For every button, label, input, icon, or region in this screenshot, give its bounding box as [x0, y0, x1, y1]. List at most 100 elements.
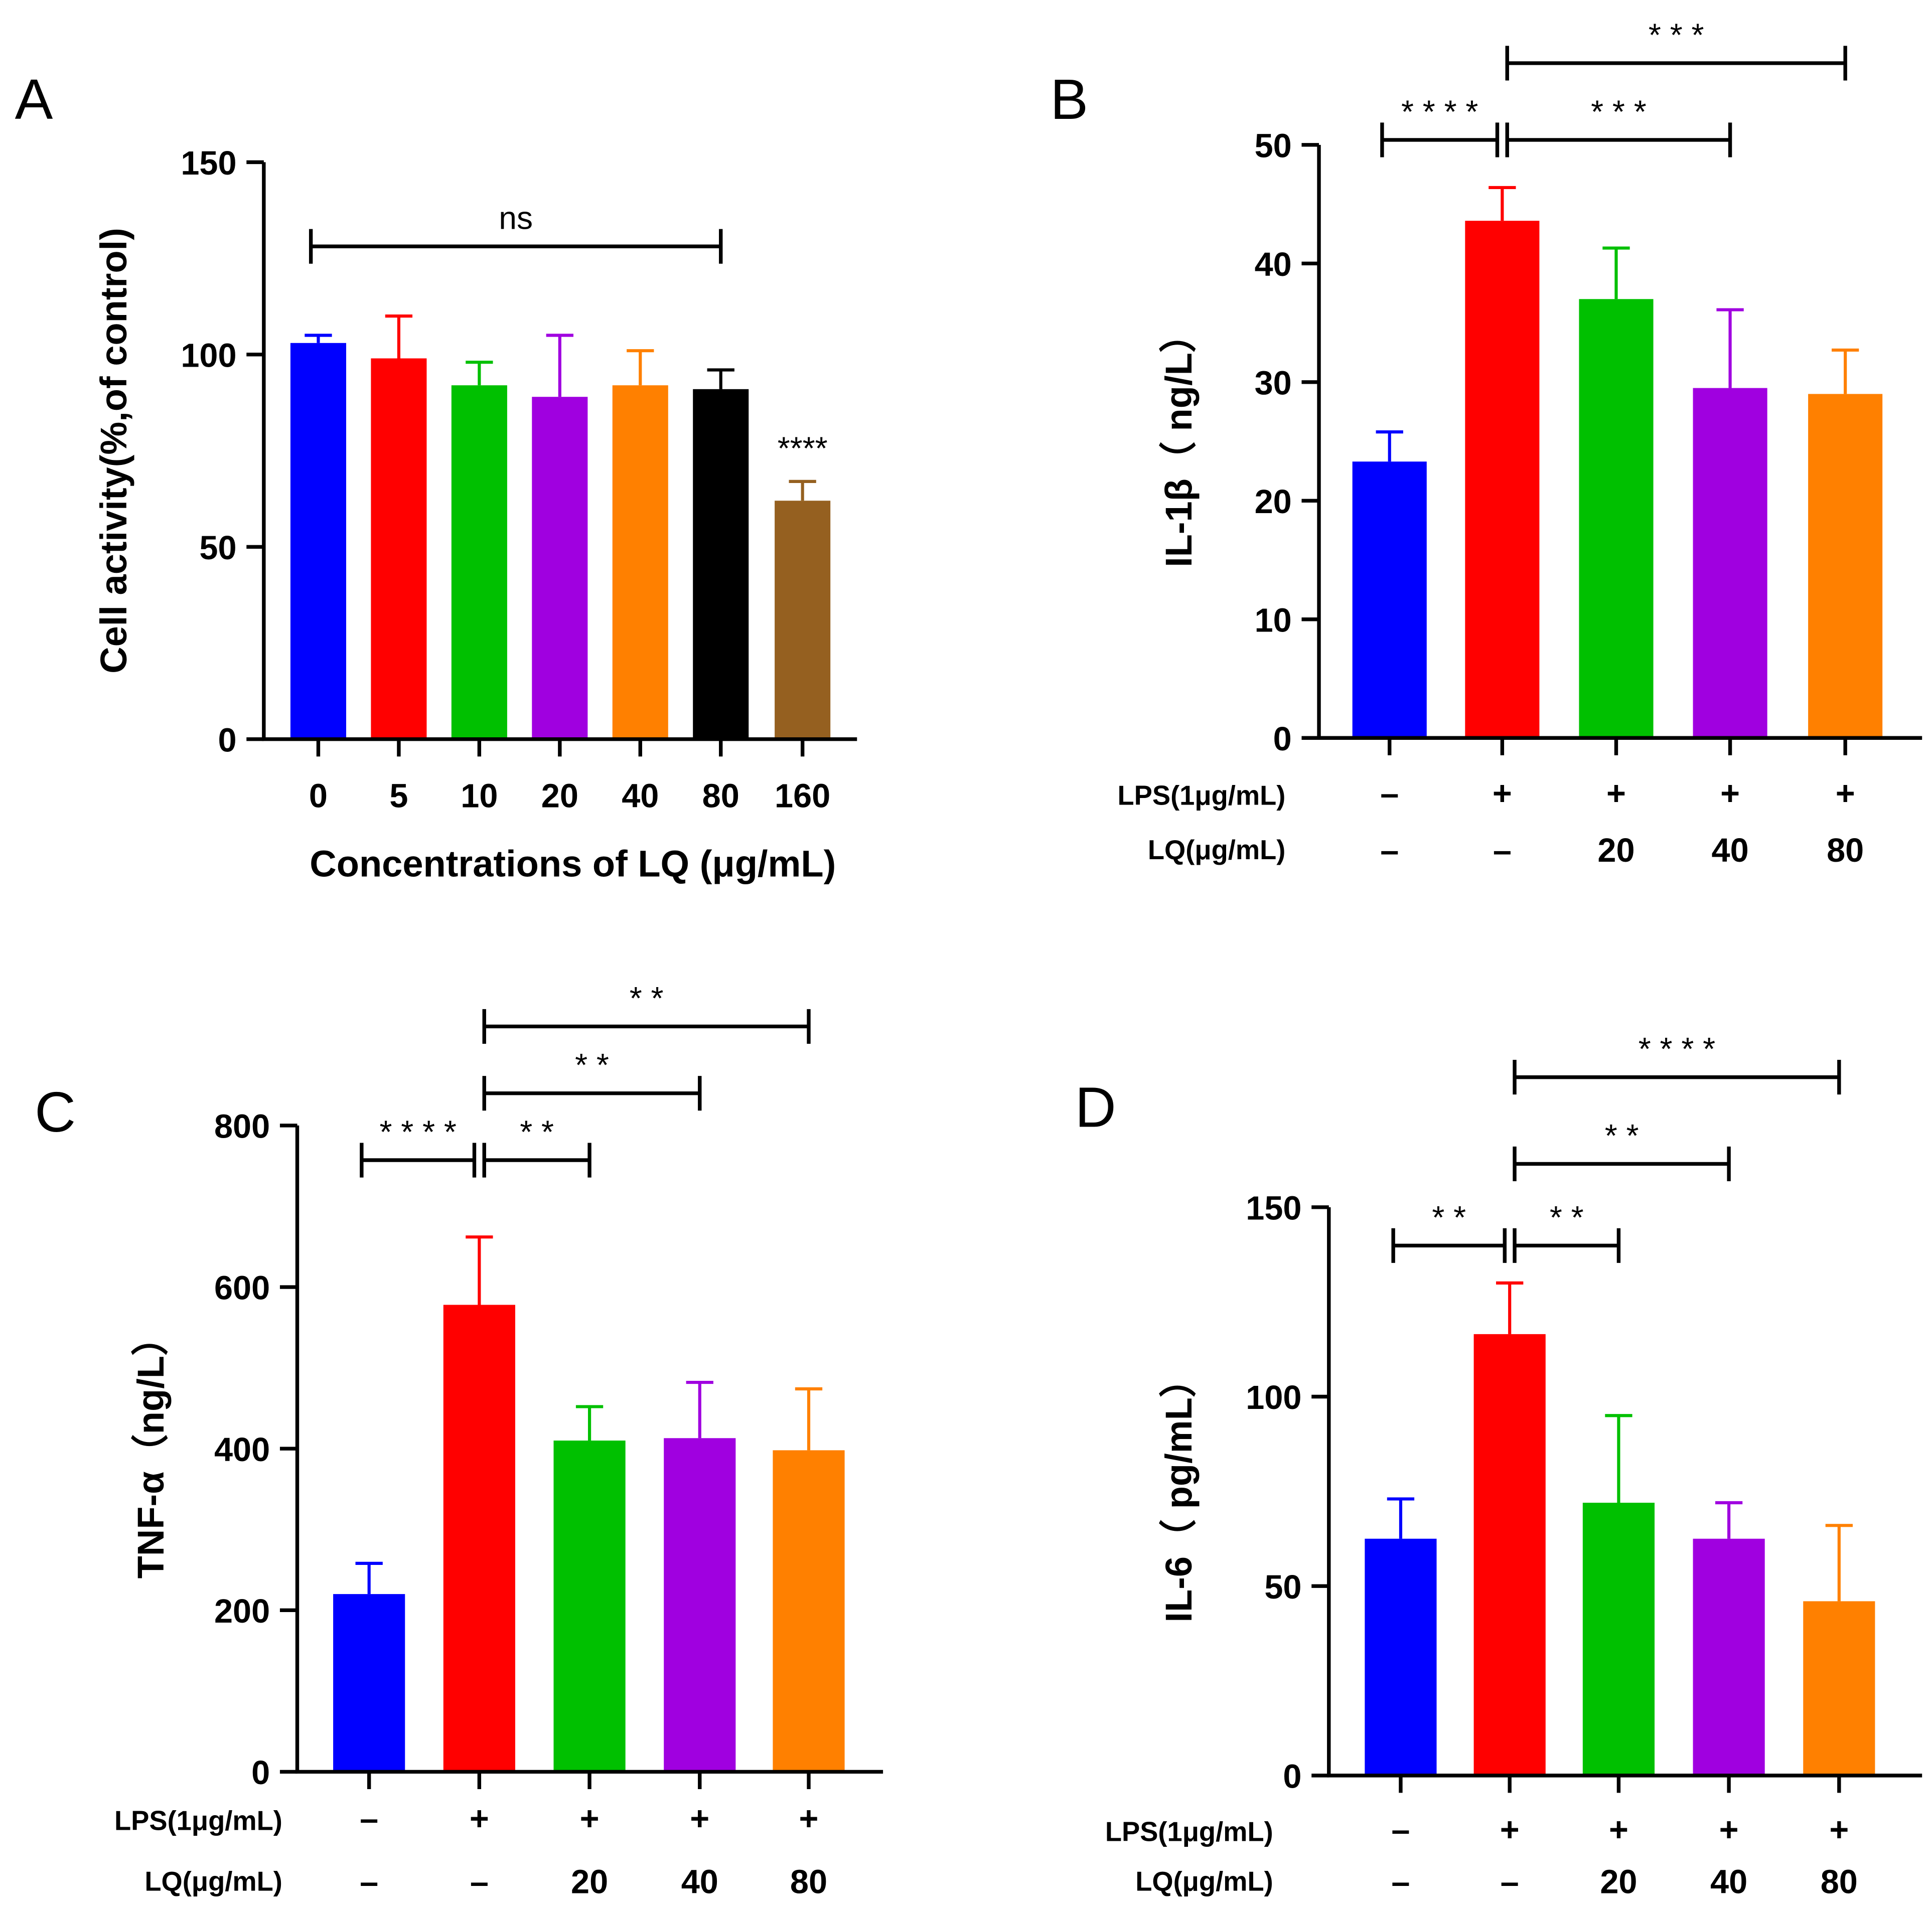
y-tick-label: 800: [214, 1108, 270, 1146]
bar: [1352, 461, 1427, 738]
y-tick-label: 150: [181, 145, 236, 182]
row-value: 20: [571, 1863, 608, 1900]
row-value: +: [580, 1800, 600, 1837]
y-tick-label: 600: [214, 1270, 270, 1307]
x-tick-label: 5: [389, 777, 408, 815]
row-value: +: [1829, 1812, 1849, 1849]
row-value: +: [1606, 775, 1626, 813]
significance-bracket: [1505, 46, 1847, 81]
row-value: +: [1500, 1812, 1520, 1849]
significance-bracket: [1513, 1060, 1841, 1095]
bar: [371, 358, 427, 739]
y-axis-label: IL-1β（ ng/L）: [1158, 315, 1200, 567]
significance-label: * * * *: [1401, 93, 1478, 129]
x-tick-label: 20: [541, 777, 578, 815]
panel-letter: C: [35, 1080, 76, 1144]
row-value: –: [1501, 1863, 1519, 1900]
bar: [532, 397, 588, 739]
significance-label: ****: [778, 430, 828, 466]
row-value: 40: [1712, 832, 1749, 869]
bar: [664, 1438, 736, 1772]
y-tick-label: 0: [218, 722, 236, 759]
y-tick-label: 100: [1246, 1379, 1301, 1416]
x-tick-label: 160: [775, 777, 830, 815]
row-value: –: [1391, 1863, 1410, 1900]
y-tick-label: 0: [251, 1755, 270, 1792]
y-tick-label: 100: [181, 338, 236, 375]
y-tick-label: 50: [1264, 1569, 1301, 1606]
row-value: –: [1493, 832, 1512, 869]
row-value: +: [1836, 775, 1855, 813]
x-tick-label: 10: [461, 777, 498, 815]
row-value: 80: [790, 1863, 827, 1900]
y-axis-label: TNF-α（ng/L）: [130, 1319, 172, 1578]
significance-bracket: [482, 1143, 591, 1178]
x-tick-label: 80: [702, 777, 739, 815]
panel-C: C 0 200 400 600 800 TNF-α（ng/L） LPS(1μg/mL) – + + +…: [35, 980, 883, 1900]
significance-label: * * * *: [379, 1114, 456, 1150]
row-value: 80: [1827, 832, 1864, 869]
significance-bracket: [1513, 1228, 1621, 1263]
y-axis-label: IL-6（ pg/mL）: [1158, 1360, 1200, 1622]
significance-bracket: [1380, 122, 1500, 157]
bar: [1365, 1538, 1437, 1776]
bar: [1473, 1334, 1546, 1776]
y-axis-label: Cell activity(%,of control): [93, 228, 134, 674]
significance-label: * *: [1550, 1199, 1584, 1235]
row-value: –: [1380, 832, 1399, 869]
significance-label: * *: [520, 1114, 554, 1150]
row-label: LPS(1μg/mL): [1105, 1817, 1273, 1847]
bar: [451, 385, 507, 739]
row-value: –: [470, 1863, 489, 1900]
y-tick-label: 50: [1255, 128, 1292, 165]
x-tick-label: 40: [622, 777, 659, 815]
significance-label: ns: [499, 200, 533, 236]
significance-label: * * * *: [1639, 1031, 1715, 1067]
y-tick-label: 400: [214, 1432, 270, 1469]
panel-A: A 0 50 100 150 Cell activity(%,of control) 0 5 1…: [15, 68, 857, 885]
row-value: –: [360, 1800, 378, 1837]
row-value: +: [1493, 775, 1512, 813]
x-axis-label: Concentrations of LQ (μg/mL): [310, 843, 836, 885]
bar: [775, 501, 831, 739]
row-value: 80: [1821, 1863, 1858, 1900]
row-value: 20: [1600, 1863, 1637, 1900]
row-label: LPS(1μg/mL): [114, 1805, 282, 1836]
bar: [333, 1594, 405, 1772]
bar: [290, 343, 347, 739]
row-value: –: [1391, 1812, 1410, 1849]
bar: [443, 1305, 515, 1772]
significance-bracket: [1391, 1228, 1507, 1263]
panel-B: B 0 10 20 30 40 50 IL-1β（ ng/L） LPS(1μg/mL) – + + + +…: [1050, 17, 1922, 869]
row-value: 20: [1597, 832, 1634, 869]
row-value: –: [360, 1863, 378, 1900]
bar: [1808, 394, 1883, 738]
row-label: LQ(μg/mL): [1148, 835, 1285, 865]
y-tick-label: 30: [1255, 365, 1292, 402]
bar: [693, 389, 749, 739]
y-tick-label: 20: [1255, 484, 1292, 521]
bar: [553, 1441, 626, 1772]
bar: [612, 385, 668, 739]
significance-label: * *: [1432, 1199, 1466, 1235]
panel-letter: B: [1050, 68, 1088, 131]
panel-D: D 0 50 100 150 IL-6（ pg/mL） LPS(1μg/mL) – + + + + LQ…: [1075, 1031, 1922, 1900]
y-tick-label: 50: [199, 530, 236, 567]
bar: [1693, 1538, 1765, 1776]
row-value: +: [799, 1800, 819, 1837]
row-value: +: [690, 1800, 709, 1837]
bar: [1465, 221, 1540, 738]
row-value: 40: [681, 1863, 718, 1900]
row-value: +: [1720, 775, 1740, 813]
significance-label: * *: [630, 980, 664, 1016]
bar: [1693, 388, 1767, 738]
y-tick-label: 40: [1255, 246, 1292, 283]
significance-label: * * *: [1649, 17, 1704, 53]
row-value: 40: [1710, 1863, 1747, 1900]
panel-letter: D: [1075, 1075, 1116, 1139]
significance-bracket: [482, 1009, 811, 1044]
x-tick-label: 0: [309, 777, 328, 815]
y-tick-label: 200: [214, 1593, 270, 1630]
row-value: +: [1609, 1812, 1628, 1849]
